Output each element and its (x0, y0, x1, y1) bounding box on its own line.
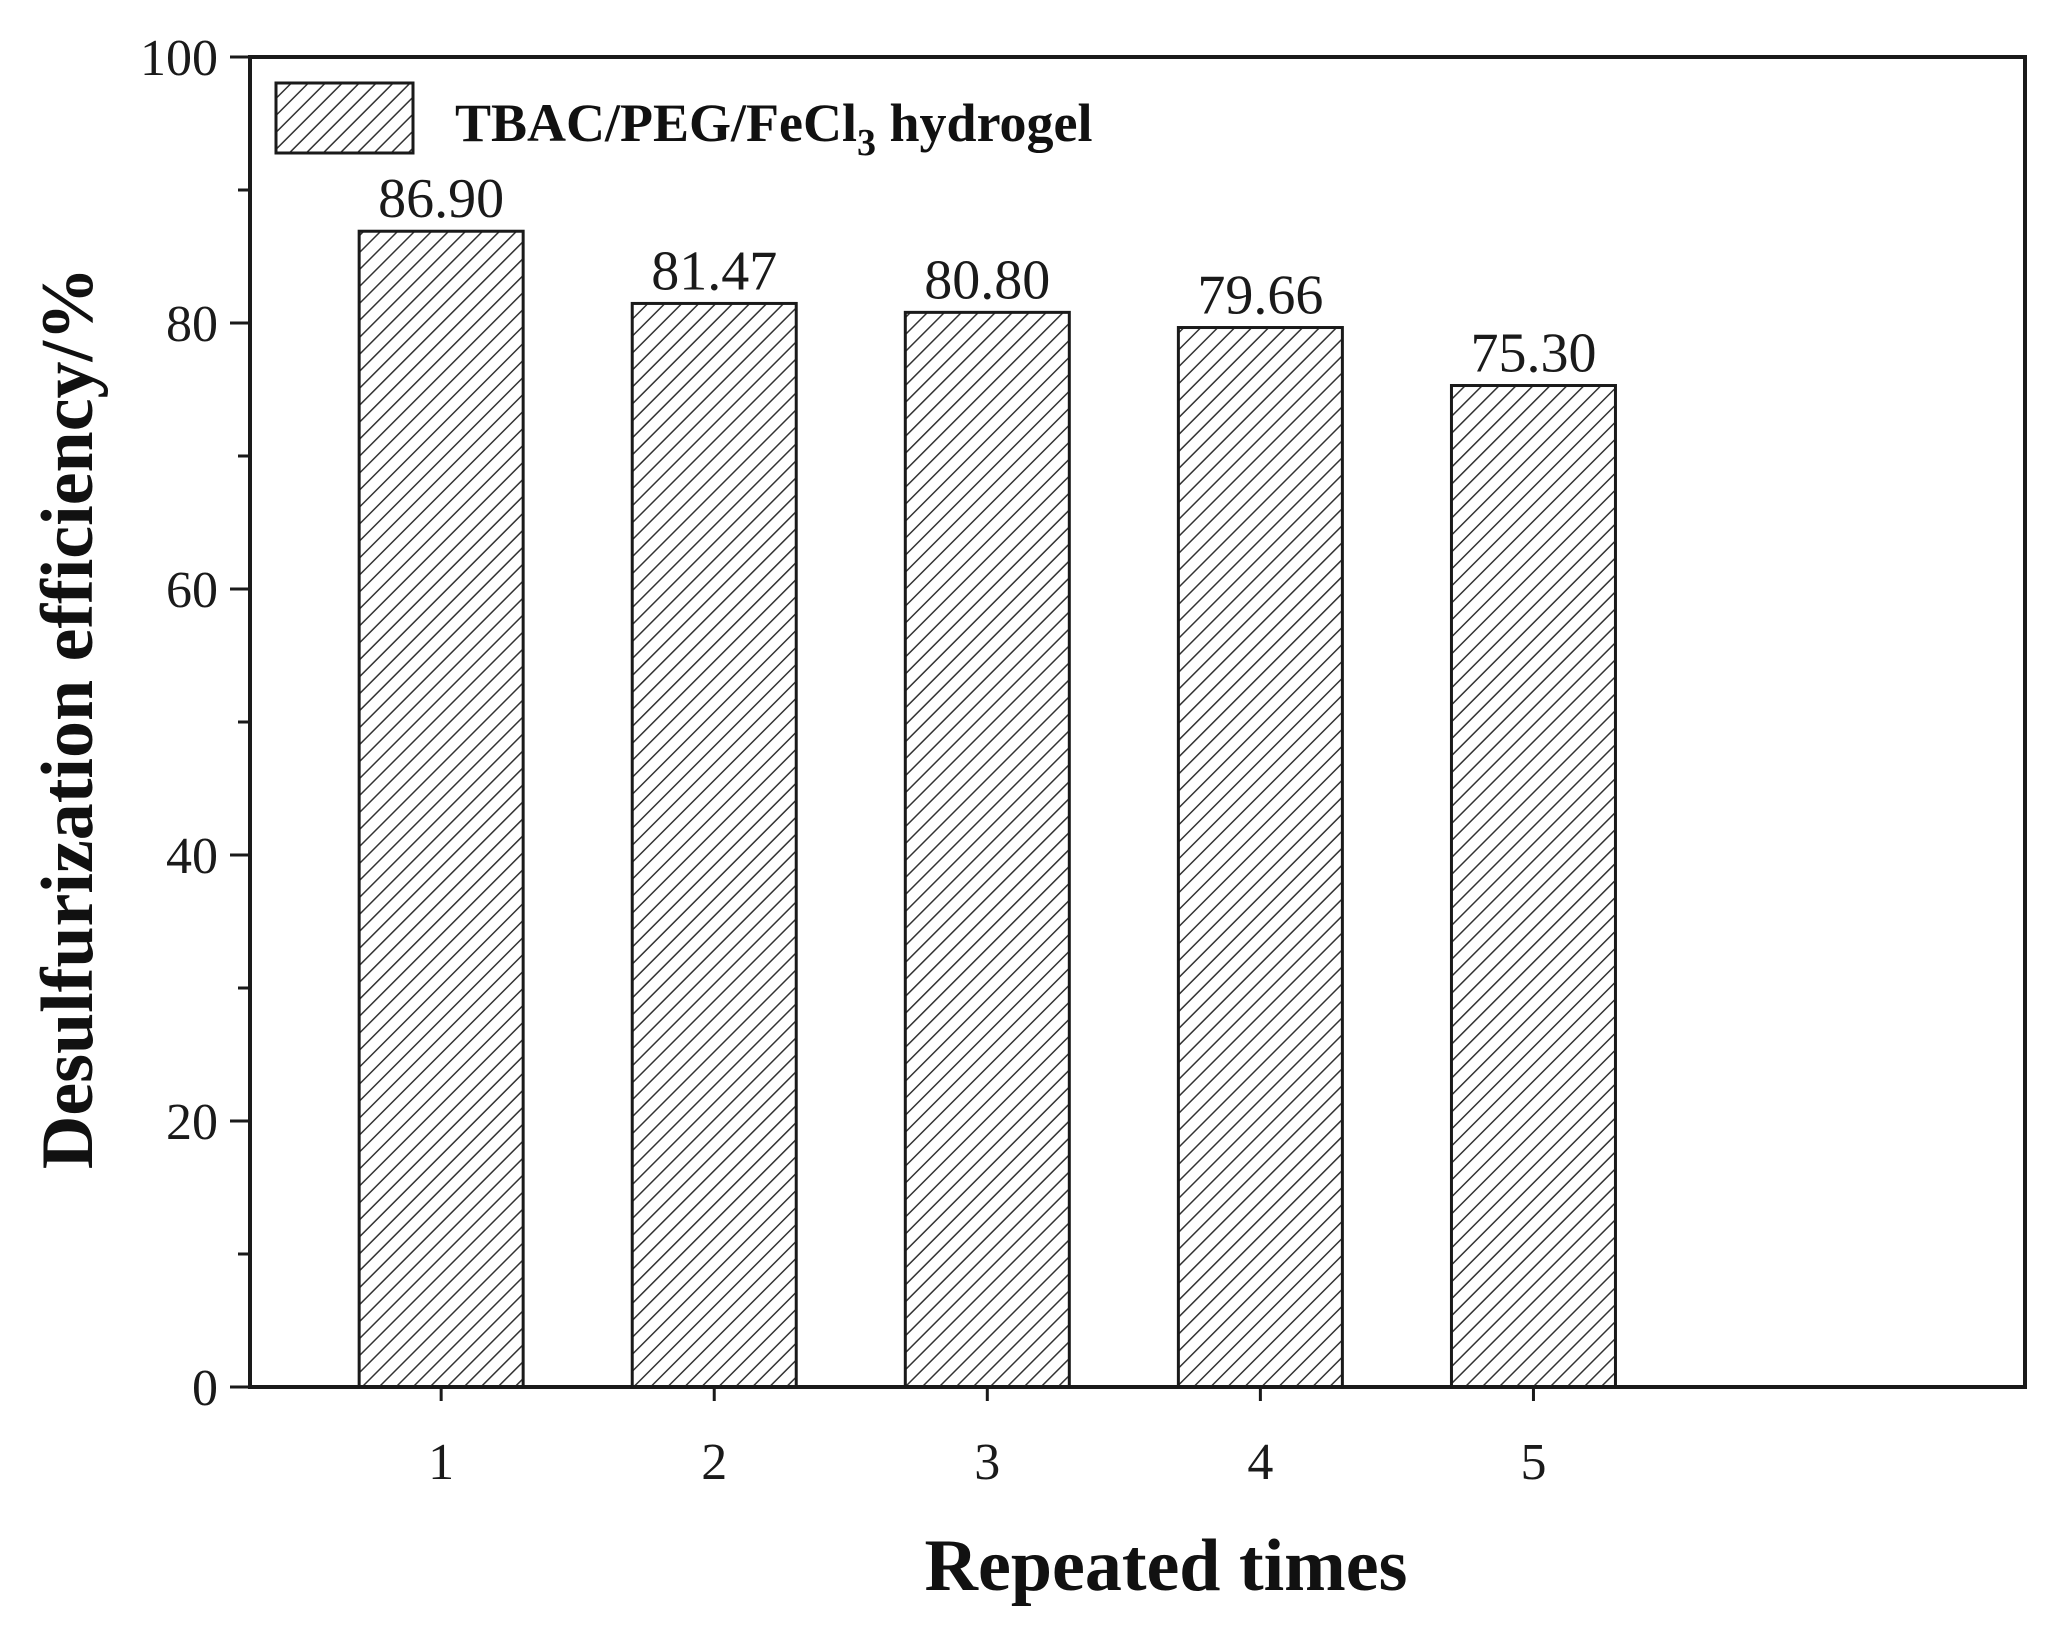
data-label-5: 75.30 (1470, 323, 1596, 385)
y-tick-label-80: 80 (166, 296, 218, 353)
x-axis-title: Repeated times (925, 1525, 1408, 1607)
data-label-1: 86.90 (378, 168, 504, 230)
legend: TBAC/PEG/FeCl3 hydrogel (274, 81, 1093, 164)
y-axis-title: Desulfurization efficiency/% (27, 267, 109, 1169)
y-tick-label-40: 40 (166, 828, 218, 885)
x-axis-ticks: 1 2 3 4 5 (428, 1387, 1546, 1491)
y-tick-label-100: 100 (140, 30, 218, 87)
data-label-2: 81.47 (651, 240, 777, 302)
bar-5 (1449, 384, 1617, 1389)
x-tick-label-2: 2 (701, 1434, 727, 1491)
legend-label: TBAC/PEG/FeCl3 hydrogel (455, 93, 1093, 164)
x-tick-label-3: 3 (974, 1434, 1000, 1491)
y-axis-ticks: 0 20 40 60 80 100 (140, 30, 250, 1417)
y-tick-label-0: 0 (192, 1360, 218, 1417)
x-tick-label-1: 1 (428, 1434, 454, 1491)
bar-1 (357, 229, 525, 1389)
y-tick-label-20: 20 (166, 1094, 218, 1151)
legend-swatch (274, 81, 415, 155)
data-labels-group: 86.90 81.47 80.80 79.66 75.30 (378, 168, 1596, 384)
bar-3 (903, 310, 1071, 1389)
data-label-3: 80.80 (924, 249, 1050, 311)
bar-2 (630, 301, 798, 1389)
plot-frame (248, 55, 2027, 1389)
data-label-4: 79.66 (1197, 265, 1323, 327)
x-tick-label-5: 5 (1520, 1434, 1546, 1491)
y-tick-label-60: 60 (166, 562, 218, 619)
x-tick-label-4: 4 (1247, 1434, 1273, 1491)
bars-group (357, 229, 1617, 1389)
bar-4 (1176, 326, 1344, 1389)
